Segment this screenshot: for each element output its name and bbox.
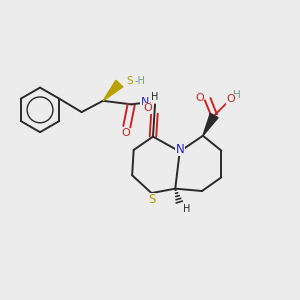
Polygon shape [203, 113, 218, 136]
Text: O: O [226, 94, 235, 104]
Text: H: H [151, 92, 158, 102]
Text: O: O [195, 93, 204, 103]
Text: O: O [121, 128, 130, 138]
Text: S: S [148, 193, 156, 206]
Text: H: H [183, 204, 191, 214]
Text: -H: -H [135, 76, 146, 86]
Text: S: S [127, 76, 134, 86]
Text: N: N [141, 97, 149, 107]
Text: N: N [176, 142, 185, 156]
Text: H: H [233, 90, 241, 100]
Polygon shape [103, 80, 123, 101]
Text: O: O [143, 103, 152, 113]
